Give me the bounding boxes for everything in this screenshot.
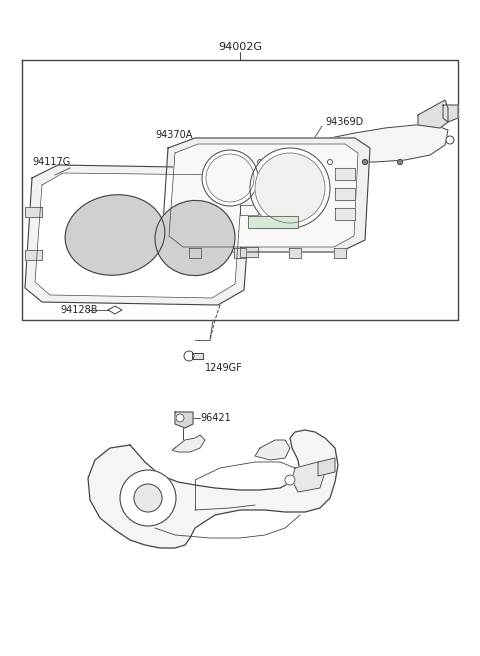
Polygon shape [169,144,358,247]
Circle shape [362,159,368,165]
Circle shape [292,159,298,165]
Polygon shape [35,173,242,298]
Polygon shape [418,100,448,128]
Polygon shape [175,412,193,428]
Polygon shape [335,168,355,180]
Circle shape [285,475,295,485]
Circle shape [255,153,325,223]
Polygon shape [335,188,355,200]
Polygon shape [234,248,246,258]
Circle shape [134,484,162,512]
Polygon shape [162,138,370,252]
Polygon shape [25,207,42,217]
Text: 94002G: 94002G [218,42,262,52]
Ellipse shape [155,201,235,276]
Polygon shape [88,430,338,548]
Text: 94117G: 94117G [32,157,70,167]
Polygon shape [240,205,258,215]
Text: 94370A: 94370A [155,130,192,140]
Polygon shape [248,216,298,228]
Polygon shape [25,250,42,260]
Polygon shape [108,306,122,314]
Text: 96421: 96421 [200,413,231,423]
Polygon shape [172,435,205,452]
Polygon shape [289,248,301,258]
Circle shape [446,136,454,144]
Text: 1249GF: 1249GF [205,363,243,373]
Polygon shape [292,462,325,492]
Circle shape [250,148,330,228]
Circle shape [397,159,403,165]
Polygon shape [318,458,335,476]
Polygon shape [443,105,458,122]
Circle shape [202,150,258,206]
Polygon shape [22,60,458,320]
Polygon shape [192,353,203,359]
Polygon shape [240,247,258,257]
Circle shape [184,351,194,361]
Polygon shape [334,248,346,258]
Polygon shape [189,248,201,258]
Circle shape [120,470,176,526]
Polygon shape [255,440,290,460]
Polygon shape [25,165,252,305]
Circle shape [176,414,184,422]
Polygon shape [235,125,448,162]
Text: 94369D: 94369D [325,117,363,127]
Circle shape [206,154,254,202]
Ellipse shape [65,195,165,276]
Circle shape [257,159,263,165]
Text: 94128B: 94128B [60,305,97,315]
Circle shape [327,159,333,165]
Polygon shape [335,208,355,220]
